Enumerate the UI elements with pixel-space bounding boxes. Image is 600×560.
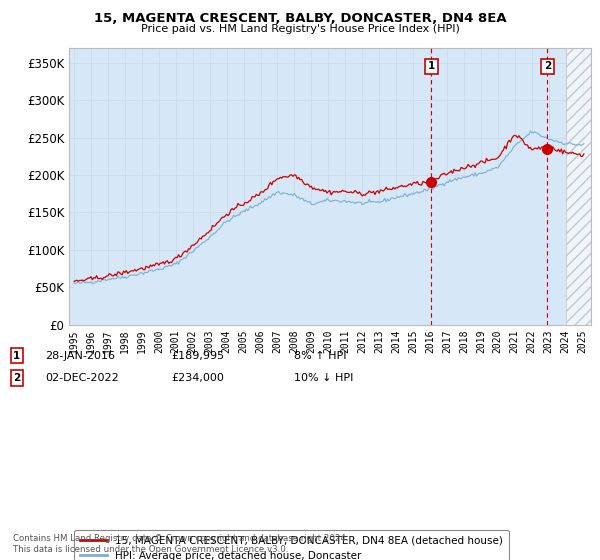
Text: Price paid vs. HM Land Registry's House Price Index (HPI): Price paid vs. HM Land Registry's House … bbox=[140, 24, 460, 34]
Text: 15, MAGENTA CRESCENT, BALBY, DONCASTER, DN4 8EA: 15, MAGENTA CRESCENT, BALBY, DONCASTER, … bbox=[94, 12, 506, 25]
Text: 10% ↓ HPI: 10% ↓ HPI bbox=[294, 373, 353, 383]
Text: £234,000: £234,000 bbox=[171, 373, 224, 383]
Text: £189,995: £189,995 bbox=[171, 351, 224, 361]
Text: Contains HM Land Registry data © Crown copyright and database right 2024.
This d: Contains HM Land Registry data © Crown c… bbox=[13, 534, 349, 554]
Text: 1: 1 bbox=[428, 62, 435, 71]
Text: 2: 2 bbox=[544, 62, 551, 71]
Text: 1: 1 bbox=[13, 351, 20, 361]
Text: 28-JAN-2016: 28-JAN-2016 bbox=[45, 351, 115, 361]
Text: 2: 2 bbox=[13, 373, 20, 383]
Text: 02-DEC-2022: 02-DEC-2022 bbox=[45, 373, 119, 383]
Legend: 15, MAGENTA CRESCENT, BALBY, DONCASTER, DN4 8EA (detached house), HPI: Average p: 15, MAGENTA CRESCENT, BALBY, DONCASTER, … bbox=[74, 530, 509, 560]
Text: 8% ↑ HPI: 8% ↑ HPI bbox=[294, 351, 347, 361]
